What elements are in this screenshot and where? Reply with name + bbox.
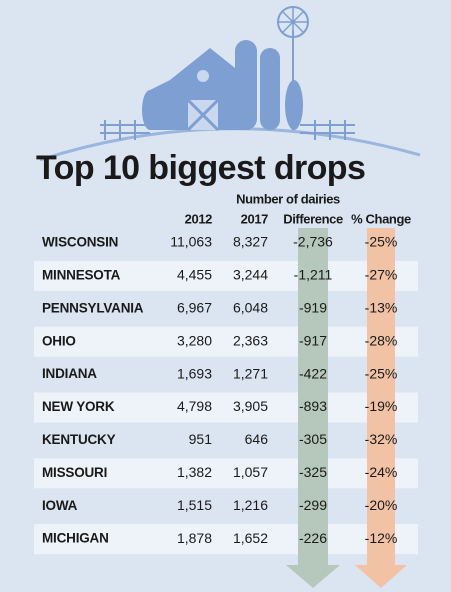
row-bands bbox=[34, 260, 418, 555]
state-name: OHIO bbox=[42, 333, 76, 348]
row-band bbox=[34, 326, 418, 357]
cell: 951 bbox=[189, 431, 213, 447]
cell: 11,063 bbox=[170, 234, 212, 250]
cell: -19% bbox=[365, 398, 398, 414]
cell: -919 bbox=[299, 300, 327, 316]
cell: -27% bbox=[365, 267, 398, 283]
state-name: INDIANA bbox=[42, 366, 97, 381]
row-band bbox=[34, 458, 418, 489]
cell: -2,736 bbox=[293, 234, 333, 250]
cell: -1,211 bbox=[294, 267, 333, 283]
cell: -13% bbox=[365, 300, 398, 316]
cell: 3,905 bbox=[233, 398, 268, 414]
cell: 6,048 bbox=[233, 300, 268, 316]
column-header: 2012 bbox=[185, 211, 212, 226]
cell: -32% bbox=[365, 431, 398, 447]
cell: -226 bbox=[299, 530, 327, 546]
state-name: WISCONSIN bbox=[42, 235, 118, 250]
column-header: % Change bbox=[351, 211, 411, 226]
state-name: MICHIGAN bbox=[42, 531, 109, 546]
cell: 2,363 bbox=[233, 332, 268, 348]
cell: 1,652 bbox=[233, 530, 268, 546]
cell: 3,244 bbox=[233, 267, 268, 283]
state-name: KENTUCKY bbox=[42, 432, 116, 447]
cell: -325 bbox=[299, 464, 327, 480]
cell: -917 bbox=[299, 332, 327, 348]
state-name: NEW YORK bbox=[42, 399, 115, 414]
row-band bbox=[34, 260, 418, 291]
cell: 1,515 bbox=[177, 497, 212, 513]
state-name: PENNSYLVANIA bbox=[42, 300, 144, 315]
row-band bbox=[34, 524, 418, 555]
cell: 4,455 bbox=[177, 267, 212, 283]
cell: -422 bbox=[299, 365, 327, 381]
state-name: MISSOURI bbox=[42, 465, 107, 480]
cell: 1,057 bbox=[233, 464, 268, 480]
cell: -25% bbox=[365, 365, 398, 381]
cell: -305 bbox=[299, 431, 327, 447]
cell: 8,327 bbox=[233, 234, 268, 250]
state-name: IOWA bbox=[42, 498, 78, 513]
cell: -25% bbox=[365, 234, 398, 250]
cell: 646 bbox=[245, 431, 269, 447]
cell: -299 bbox=[299, 497, 327, 513]
cell: -28% bbox=[365, 332, 398, 348]
arrows bbox=[286, 228, 407, 588]
cell: 1,271 bbox=[233, 365, 268, 381]
cell: 6,967 bbox=[177, 300, 212, 316]
cell: -12% bbox=[365, 530, 398, 546]
cell: 1,693 bbox=[177, 365, 212, 381]
column-header: 2017 bbox=[241, 211, 268, 226]
row-band bbox=[34, 392, 418, 423]
title: Top 10 biggest drops bbox=[36, 149, 365, 187]
cell: 4,798 bbox=[177, 398, 212, 414]
column-header: Difference bbox=[283, 211, 343, 226]
cell: 3,280 bbox=[177, 332, 212, 348]
cell: -893 bbox=[299, 398, 327, 414]
table: 2012 2017 Difference % Change WISCONSIN 11,06… bbox=[42, 211, 411, 545]
cell: -24% bbox=[365, 464, 398, 480]
cell: 1,382 bbox=[177, 464, 212, 480]
barn-illustration bbox=[39, 6, 421, 162]
cell: -20% bbox=[365, 497, 398, 513]
group-header: Number of dairies bbox=[236, 191, 340, 206]
cell: 1,878 bbox=[177, 530, 212, 546]
cell: 1,216 bbox=[233, 497, 268, 513]
state-name: MINNESOTA bbox=[42, 267, 121, 282]
